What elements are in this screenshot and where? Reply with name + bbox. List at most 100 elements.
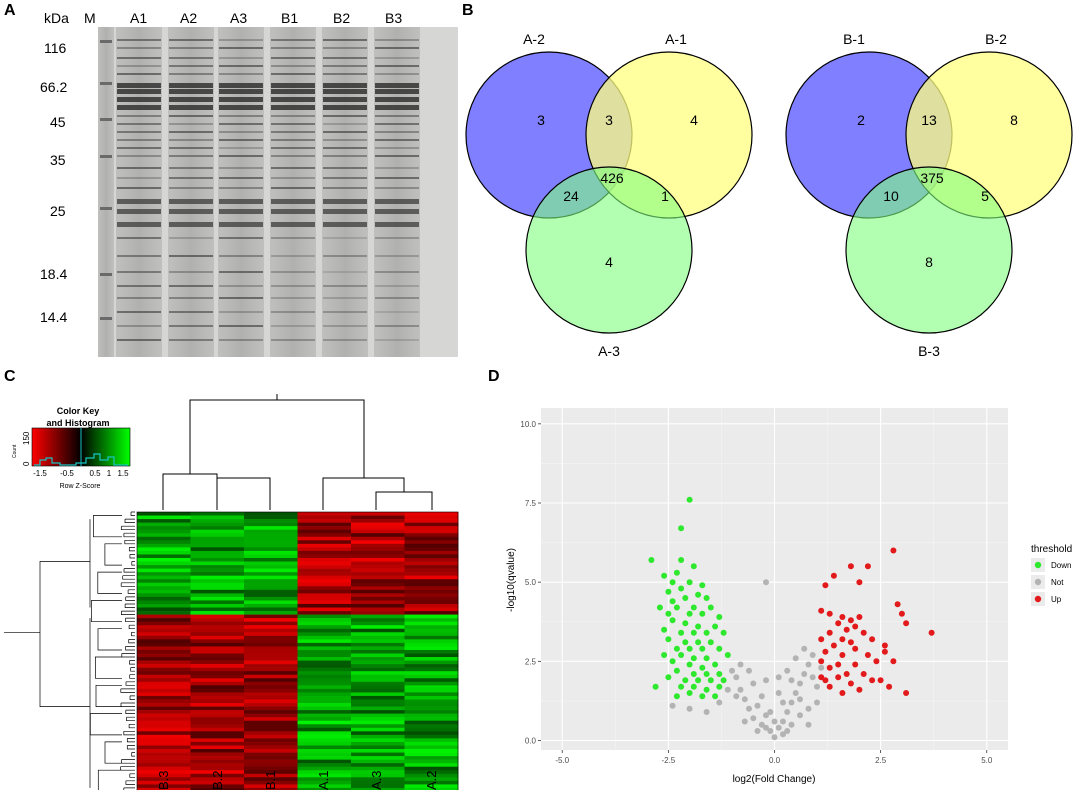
heatmap-cell	[351, 763, 405, 767]
heatmap-cell	[351, 561, 405, 566]
gel-band	[117, 271, 161, 273]
heatmap-cell	[404, 618, 459, 622]
volcano-point-up	[856, 614, 863, 620]
gel-lane	[218, 27, 264, 357]
heatmap-cell	[244, 635, 298, 640]
heatmap-cell	[404, 586, 459, 591]
heatmap-cell	[244, 611, 298, 615]
heatmap-cell	[351, 540, 405, 545]
heatmap-cell	[404, 678, 459, 683]
heat-col-label-4: A.1	[316, 770, 331, 790]
heatmap-cell	[404, 621, 459, 626]
heatmap-cell	[137, 614, 191, 619]
heatmap-cell	[404, 749, 459, 753]
heatmap-cell	[351, 557, 405, 562]
gel-band	[169, 222, 213, 227]
heatmap-cell	[190, 522, 245, 527]
heatmap-cell	[244, 734, 298, 739]
heatmap-cell	[297, 547, 352, 552]
heatmap-cell	[244, 720, 298, 725]
heatmap-cell	[244, 667, 298, 672]
heatmap-cell	[190, 547, 245, 552]
volcano-point-not	[729, 667, 735, 674]
heatmap-cell	[351, 713, 405, 718]
heatmap-cell	[297, 784, 352, 789]
volcano-point-down	[690, 671, 697, 677]
heatmap-cell	[351, 635, 405, 640]
volcano-point-down	[673, 604, 680, 611]
heatmap-cell	[190, 603, 245, 608]
heatmap-cell	[404, 674, 459, 679]
heatmap-cell	[244, 741, 298, 746]
heatmap-cell	[244, 586, 298, 591]
gel-band	[117, 339, 161, 341]
volcano-point-down	[682, 620, 689, 627]
heatmap-cell	[297, 664, 352, 668]
heatmap-cell	[404, 649, 459, 654]
gel-band	[271, 199, 315, 204]
heatmap-cell	[190, 600, 245, 605]
gel-band	[219, 65, 263, 67]
heatmap-cell	[137, 766, 191, 771]
volcano-point-up	[856, 686, 863, 693]
gel-band	[271, 339, 315, 341]
gel-image	[98, 27, 458, 357]
volcano-point-not	[797, 712, 803, 719]
heatmap-cell	[137, 703, 191, 707]
heatmap-cell	[244, 717, 298, 722]
heatmap-cell	[404, 738, 459, 743]
heatmap-cell	[190, 784, 245, 789]
volcano-point-not	[686, 705, 693, 712]
heatmap-cell	[404, 593, 459, 598]
heatmap-cell	[244, 738, 298, 743]
volcano-point-down	[707, 677, 714, 684]
volcano-point-up	[903, 620, 910, 627]
heatmap-cell	[190, 586, 245, 591]
heatmap-cell	[137, 745, 191, 750]
heatmap-cell	[190, 596, 245, 601]
scale-tick-3: 0.5	[89, 469, 101, 478]
volcano-point-up	[881, 648, 888, 655]
heatmap-cell	[297, 688, 352, 693]
heatmap-cell	[190, 589, 245, 594]
heatmap-cell	[297, 515, 352, 520]
heatmap-cell	[244, 579, 298, 584]
heatmap-cell	[244, 536, 298, 541]
gel-band	[375, 167, 419, 169]
heatmap-cell	[244, 724, 298, 729]
heatmap-cell	[244, 582, 298, 587]
heatmap-cell	[404, 699, 459, 704]
heatmap-cell	[351, 554, 405, 559]
heatmap-cell	[404, 720, 459, 725]
gel-band	[117, 123, 161, 125]
venn-a-only-2: 4	[690, 112, 698, 128]
row-dendro-branch	[125, 681, 135, 686]
heatmap-cell	[404, 547, 459, 552]
heatmap-cell	[190, 632, 245, 637]
row-dendro-branch	[125, 617, 135, 623]
gel-band	[375, 89, 419, 94]
venn-b-overlap-23: 5	[981, 188, 989, 204]
volcano-point-down	[720, 677, 727, 684]
heatmap-cell	[404, 614, 459, 619]
heatmap-cell	[404, 667, 459, 672]
volcano-point-down	[652, 683, 659, 690]
gel-band	[117, 222, 161, 227]
volcano-point-up	[890, 547, 897, 554]
gel-band	[375, 57, 419, 59]
gel-band	[375, 199, 419, 204]
volcano-points	[648, 496, 935, 741]
heatmap-cell	[297, 572, 352, 576]
venn-b: B-1 B-2 B-3 2 8 8 13 10 5 375	[785, 31, 1073, 359]
gel-band	[117, 297, 161, 299]
gel-band	[323, 271, 367, 273]
heatmap-cell	[244, 550, 298, 555]
heatmap-cell	[297, 596, 352, 601]
heatmap-cell	[190, 734, 245, 739]
heatmap-cell	[137, 526, 191, 530]
gel-lane	[374, 27, 420, 357]
row-dendro-branch	[120, 525, 135, 531]
heatmap-cell	[244, 703, 298, 707]
row-dendro-branch	[97, 769, 122, 790]
heatmap-cell	[351, 759, 405, 764]
